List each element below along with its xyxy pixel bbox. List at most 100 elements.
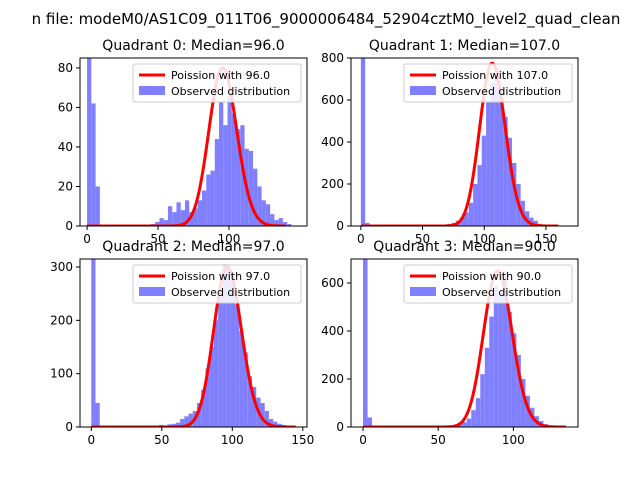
legend-line-label: Poission with 97.0: [171, 270, 270, 283]
histogram-bar: [516, 355, 521, 427]
histogram-bar: [475, 398, 481, 427]
x-tick-label: 150: [534, 232, 557, 246]
x-tick-label: 100: [473, 232, 496, 246]
histogram-bar: [247, 376, 253, 427]
y-tick-label: 80: [58, 61, 73, 75]
legend-line-label: Poission with 96.0: [171, 69, 270, 82]
legend-hist-swatch: [139, 86, 165, 95]
histogram-bar: [188, 413, 193, 427]
histogram-bar: [230, 275, 236, 427]
histogram-bar: [91, 103, 96, 226]
histogram-bar: [206, 174, 211, 226]
plot-area: [363, 259, 566, 427]
legend: Poission with 107.0 Observed distribution: [403, 63, 573, 103]
legend-line-label: Poission with 90.0: [442, 270, 541, 283]
legend-hist-label: Observed distribution: [171, 85, 290, 98]
histogram-bar: [223, 125, 228, 226]
legend-box: [403, 264, 573, 304]
x-tick-label: 100: [218, 232, 241, 246]
histogram-bar: [91, 259, 96, 427]
x-tick-label: 50: [415, 232, 430, 246]
histogram-bar: [214, 139, 220, 226]
histogram-bar: [507, 311, 512, 427]
histogram-bar: [493, 285, 499, 427]
x-tick-label: 150: [291, 433, 314, 447]
histogram-bar: [462, 422, 467, 427]
histogram-bar: [172, 212, 177, 226]
histogram-bar: [489, 316, 494, 427]
histogram-bar: [253, 168, 258, 226]
histogram-bar: [222, 264, 227, 427]
histogram-bar: [95, 403, 100, 427]
legend-hist-label: Observed distribution: [442, 286, 561, 299]
histogram-bar: [503, 116, 508, 226]
histogram-bar: [235, 304, 240, 427]
histogram-bar: [365, 222, 370, 226]
histogram-bar: [507, 137, 512, 226]
histogram-bar: [193, 208, 198, 226]
y-tick-label: 800: [321, 51, 344, 65]
histogram-bar: [268, 419, 274, 427]
histogram-bar: [529, 217, 534, 226]
histogram-bar: [218, 291, 223, 427]
subplot-quadrant-0: 0 50 100 0 20 40 60 80 Quadrant 0: Median=96.0 Po…: [58, 38, 308, 246]
histogram-bar: [261, 200, 266, 226]
y-tick-label: 200: [321, 372, 344, 386]
histogram-bar: [274, 220, 279, 226]
x-tick-label: 50: [431, 433, 446, 447]
legend-box: [132, 63, 302, 103]
histogram-bar: [171, 423, 176, 427]
legend: Poission with 90.0 Observed distribution: [403, 264, 573, 304]
histogram-bar: [486, 102, 491, 226]
histogram-bar: [213, 320, 219, 427]
y-tick-label: 200: [50, 313, 73, 327]
histogram-bar: [468, 202, 474, 226]
histogram-bar: [95, 186, 100, 226]
histogram-bar: [287, 224, 292, 226]
histogram-bar: [243, 352, 248, 427]
axes-frame: [350, 258, 579, 428]
subplot-title: Quadrant 2: Median=97.0: [102, 239, 284, 255]
y-tick-label: 100: [50, 367, 73, 381]
histogram-bar: [499, 91, 504, 226]
y-tick-label: 20: [58, 179, 73, 193]
histogram-bar: [205, 368, 210, 427]
histogram-bar: [209, 347, 214, 427]
histogram-bar: [167, 206, 173, 226]
legend-hist-swatch: [410, 86, 436, 95]
histogram-bar: [498, 292, 503, 427]
subplot-title: Quadrant 0: Median=96.0: [102, 38, 284, 54]
y-tick-label: 0: [65, 420, 73, 434]
poisson-curve: [91, 265, 296, 427]
y-tick-label: 600: [321, 276, 344, 290]
axes-frame: [79, 57, 308, 227]
histogram-bar: [260, 403, 265, 427]
histogram-bar: [189, 212, 194, 226]
histogram-bar: [210, 170, 215, 226]
histogram-bar: [87, 58, 92, 226]
histogram-bar: [180, 419, 185, 427]
legend-box: [132, 264, 302, 304]
histogram-bar: [201, 389, 206, 427]
x-tick-label: 100: [221, 433, 244, 447]
y-tick-label: 60: [58, 100, 73, 114]
legend-hist-swatch: [139, 287, 165, 296]
histogram-bar: [533, 220, 538, 226]
histogram-bar: [176, 202, 181, 226]
histogram-bar: [175, 422, 181, 427]
histogram-bar: [197, 200, 203, 226]
legend: Poission with 97.0 Observed distribution: [132, 264, 302, 304]
y-tick-label: 300: [50, 260, 73, 274]
histogram-bar: [184, 416, 189, 427]
poisson-curve: [87, 66, 286, 226]
y-tick-label: 600: [321, 93, 344, 107]
subplot-grid: 0 50 100 0 20 40 60 80 Quadrant 0: Median=96.0 Po…: [50, 38, 579, 447]
subplot-quadrant-3: 0 50 100 0 200 400 600 Quadrant 3: Median=90.0 P…: [321, 239, 579, 447]
histogram-bar: [494, 74, 500, 226]
plot-area: [360, 58, 559, 226]
histogram-bar: [231, 113, 237, 226]
axes-frame: [79, 258, 308, 428]
histogram-bar: [265, 204, 271, 226]
histogram-bar: [466, 418, 472, 427]
histogram-bar: [490, 83, 495, 226]
